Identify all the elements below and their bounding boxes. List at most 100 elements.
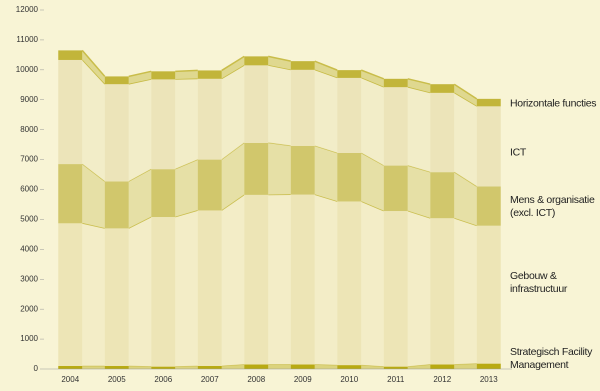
bar-segment <box>58 366 83 369</box>
bar-segment <box>104 76 129 85</box>
bar-segment <box>151 217 176 367</box>
connector-line <box>314 194 338 202</box>
x-tick-label: 2007 <box>201 375 219 384</box>
connector-area <box>175 78 198 170</box>
y-tick-label: 2000 <box>20 304 38 313</box>
bar-segment <box>476 106 501 187</box>
bar-segment <box>151 71 176 80</box>
bar-segment <box>244 194 269 365</box>
bar-segment <box>151 79 176 170</box>
bar-segment <box>58 164 83 224</box>
bar-segment <box>476 98 501 107</box>
connector-area <box>361 153 384 212</box>
bar-segment <box>151 366 176 369</box>
bar-segment <box>430 92 455 173</box>
connector-line <box>221 364 245 367</box>
connector-area <box>361 365 384 369</box>
connector-area <box>314 364 338 369</box>
connector-line <box>453 83 478 100</box>
bar-segment <box>244 364 269 369</box>
connector-line <box>81 49 106 77</box>
connector-area <box>361 77 384 166</box>
connector-area <box>82 366 105 369</box>
y-tick-label: 7000 <box>20 155 38 164</box>
bar-segment <box>197 78 222 160</box>
bar-segment <box>337 365 362 369</box>
bar-segment <box>290 194 315 365</box>
connector-area <box>407 211 431 367</box>
connector-line <box>407 165 431 173</box>
bar-segment <box>383 211 408 367</box>
x-tick-label: 2004 <box>61 375 79 384</box>
legend-label: ICT <box>510 146 527 159</box>
bar-segment <box>430 364 455 369</box>
y-tick-label: 8000 <box>20 125 38 134</box>
x-tick-label: 2008 <box>247 375 265 384</box>
bar-segment <box>290 145 315 195</box>
connector-line <box>314 60 338 71</box>
connector-line <box>81 59 106 85</box>
connector-area <box>268 364 291 369</box>
connector-area <box>128 217 152 367</box>
y-tick-label: 4000 <box>20 244 38 253</box>
connector-area <box>361 70 384 88</box>
connector-area <box>82 59 105 182</box>
connector-line <box>361 77 384 88</box>
x-tick-label: 2013 <box>480 375 498 384</box>
bar-segment <box>476 225 501 364</box>
connector-area <box>454 218 477 365</box>
connector-line <box>454 217 477 227</box>
connector-line <box>314 364 338 366</box>
bar-segment <box>244 65 269 143</box>
bar-segment <box>337 70 362 78</box>
bar-segment <box>290 61 315 70</box>
connector-line <box>82 163 105 182</box>
bar-segment <box>430 172 455 219</box>
connector-line <box>175 159 198 170</box>
connector-area <box>175 70 198 80</box>
connector-line <box>268 55 291 62</box>
bar-segment <box>337 153 362 202</box>
connector-line <box>268 64 291 71</box>
connector-area <box>82 164 105 229</box>
connector-area <box>128 79 152 182</box>
y-tick-label: 3000 <box>20 274 38 283</box>
bar-segment <box>197 366 222 369</box>
connector-area <box>268 142 291 195</box>
connector-line <box>360 69 385 80</box>
bar-segment <box>197 159 222 211</box>
connector-area <box>221 56 245 79</box>
y-tick-label: 12000 <box>16 5 39 14</box>
connector-area <box>128 169 152 229</box>
connector-area <box>82 223 105 367</box>
x-tick-label: 2011 <box>387 375 405 384</box>
bar-segment <box>58 59 83 165</box>
connector-line <box>314 145 338 154</box>
connector-area <box>82 50 105 85</box>
connector-area <box>407 78 431 93</box>
y-tick-label: 9000 <box>20 95 38 104</box>
bar-segment <box>244 56 269 66</box>
connector-area <box>454 84 477 107</box>
connector-line <box>221 65 245 80</box>
bar-segment <box>290 69 315 146</box>
legend-label: Mens & organisatie (excl. ICT) <box>510 194 595 219</box>
connector-area <box>268 56 291 70</box>
connector-area <box>175 210 198 367</box>
legend-label: Gebouw & infrastructuur <box>510 270 568 295</box>
bar-segment <box>104 228 129 367</box>
connector-line <box>175 78 198 80</box>
bar-segment <box>290 364 315 369</box>
connector-line <box>128 168 152 182</box>
connector-area <box>314 69 338 154</box>
connector-line <box>128 216 152 229</box>
connector-line <box>454 171 477 187</box>
connector-line <box>221 142 245 160</box>
y-tick-label: 6000 <box>20 185 38 194</box>
connector-area <box>221 142 245 211</box>
connector-line <box>175 210 198 218</box>
bar-segment <box>104 366 129 369</box>
bar-segment <box>104 181 129 229</box>
